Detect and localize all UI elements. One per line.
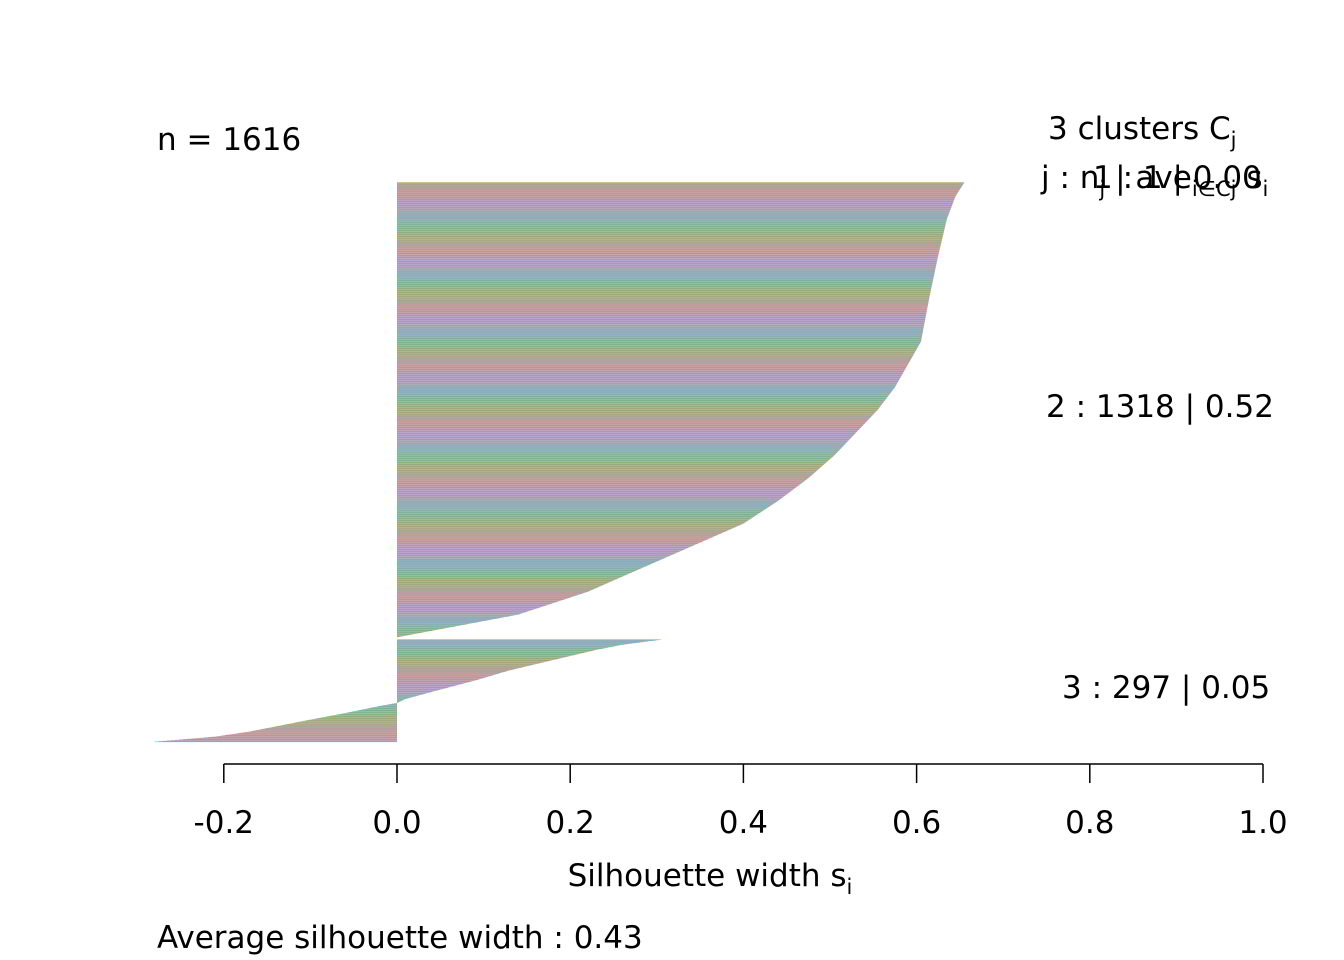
average-silhouette-footer: Average silhouette width : 0.43 bbox=[157, 920, 643, 956]
x-axis-label: Silhouette width si bbox=[568, 858, 853, 899]
x-tick-label: 0.0 bbox=[372, 805, 421, 841]
x-axis-label-sub: i bbox=[847, 875, 853, 899]
column-header-ave-sub: i∈Cj bbox=[1192, 177, 1237, 201]
n-label: n = 1616 bbox=[157, 122, 301, 158]
x-tick-label: 0.2 bbox=[546, 805, 595, 841]
column-header-j: j : n bbox=[1040, 160, 1099, 196]
cluster-label-3: 3 : 297 | 0.05 bbox=[1062, 670, 1270, 706]
column-header: j : nj | avei∈Cj si bbox=[1040, 160, 1268, 201]
clusters-header: 3 clusters Cj bbox=[1048, 111, 1237, 152]
column-header-s: s bbox=[1236, 160, 1262, 196]
clusters-header-text: 3 clusters C bbox=[1048, 111, 1231, 147]
x-tick-label: 0.6 bbox=[892, 805, 941, 841]
silhouette-bars bbox=[154, 182, 965, 743]
cluster-label-2: 2 : 1318 | 0.52 bbox=[1046, 389, 1274, 425]
clusters-header-sub: j bbox=[1230, 128, 1237, 152]
x-tick-label: 0.8 bbox=[1065, 805, 1114, 841]
x-tick-label: 0.4 bbox=[719, 805, 768, 841]
cluster-label-1: 1 : 1 | 0.00 bbox=[1093, 160, 1262, 196]
x-tick-label: -0.2 bbox=[194, 805, 255, 841]
x-tick-label: 1.0 bbox=[1238, 805, 1287, 841]
x-axis-label-text: Silhouette width s bbox=[568, 858, 847, 894]
column-header-j-sub: j bbox=[1098, 177, 1105, 201]
cluster-labels: 1 : 1 | 0.00 2 : 1318 | 0.52 3 : 297 | 0.0… bbox=[1046, 160, 1274, 706]
column-header-ave: | ave bbox=[1105, 160, 1192, 196]
column-header-s-sub: i bbox=[1262, 177, 1268, 201]
x-axis: -0.2 0.0 0.2 0.4 0.6 0.8 1.0 bbox=[194, 763, 1288, 841]
